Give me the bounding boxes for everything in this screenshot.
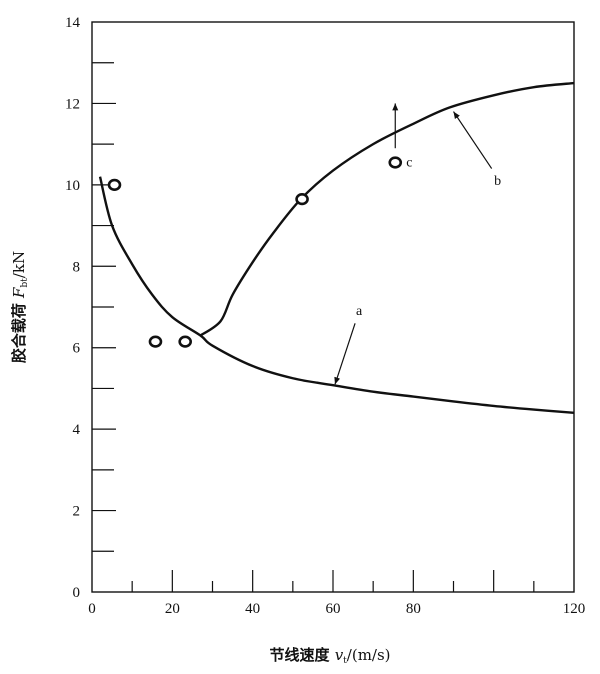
annotation-label-c: c <box>406 155 412 170</box>
x-tick-label: 40 <box>245 601 260 617</box>
y-tick-label: 10 <box>65 178 80 194</box>
x-axis-title: 节线速度 vt/(m/s) <box>269 646 390 666</box>
y-tick-label: 14 <box>65 15 81 31</box>
y-tick-label: 4 <box>73 422 81 438</box>
x-tick-label: 20 <box>165 601 180 617</box>
data-point-marker <box>148 335 163 348</box>
data-point-marker <box>295 193 309 206</box>
y-tick-label: 2 <box>73 504 81 520</box>
annotation-arrow-a <box>334 323 356 385</box>
y-tick-label: 0 <box>73 585 81 601</box>
annotation-label-a: a <box>356 304 363 319</box>
x-tick-label: 60 <box>326 601 341 617</box>
y-tick-label: 12 <box>65 96 80 112</box>
y-tick-label: 8 <box>73 259 81 275</box>
annotations: a b c <box>334 103 501 385</box>
annotation-arrow-b <box>453 111 493 169</box>
x-tick-label: 80 <box>406 601 421 617</box>
data-point-marker <box>107 178 122 191</box>
y-axis-title: 胶合载荷 Fbt/kN <box>10 251 30 363</box>
series <box>98 81 575 415</box>
curve-a <box>98 176 575 415</box>
markers <box>107 156 403 348</box>
plot-frame <box>91 21 575 593</box>
x-tick-label: 0 <box>88 601 96 617</box>
y-tick-label: 6 <box>73 341 81 357</box>
data-point-marker <box>178 335 192 348</box>
data-point-marker <box>388 156 403 169</box>
curve-b <box>199 81 575 337</box>
x-tick-label: 120 <box>563 601 586 617</box>
annotation-label-b: b <box>494 174 501 189</box>
tick-labels: 0 2 4 6 8 10 12 14 0 20 40 60 80 120 <box>65 15 585 617</box>
ticks <box>92 62 535 592</box>
